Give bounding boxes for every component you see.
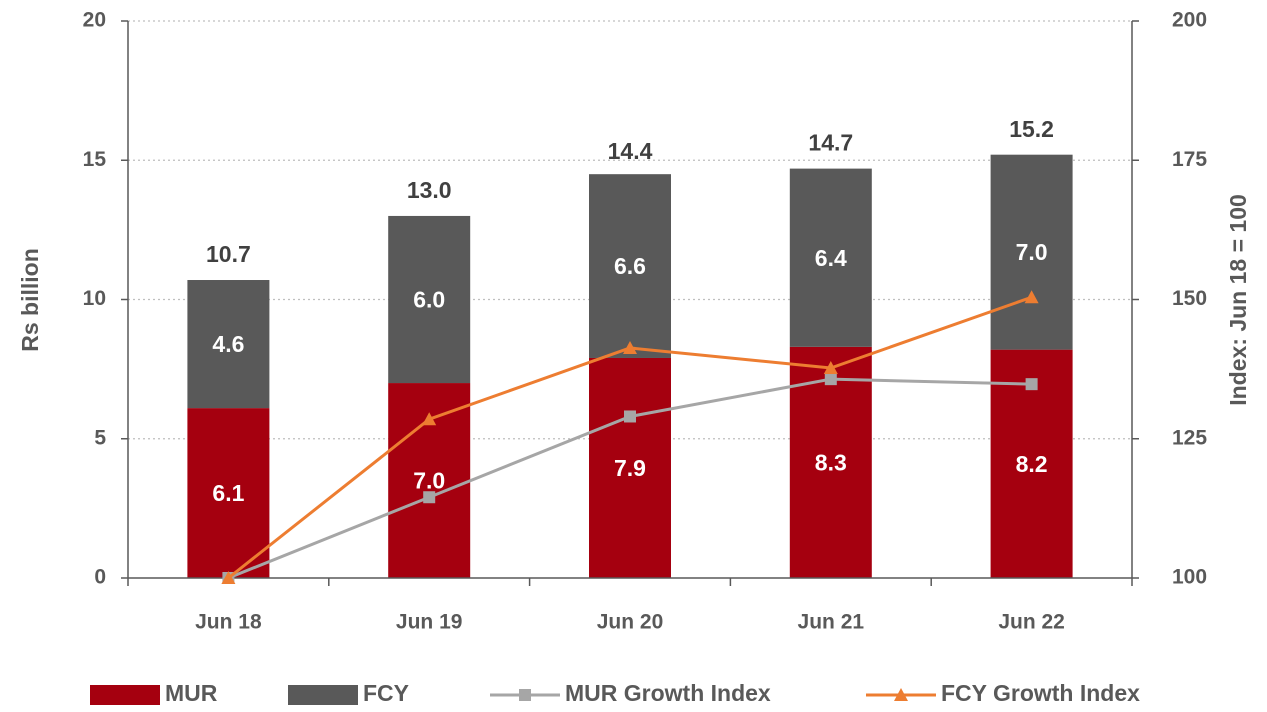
value-label: 7.9 (614, 455, 646, 481)
bar (789, 168, 872, 347)
value-label: 6.1 (212, 480, 244, 506)
marker (824, 373, 837, 386)
total-label: 13.0 (407, 177, 452, 203)
value-label: 6.6 (614, 253, 646, 279)
legend-swatch (90, 685, 160, 705)
marker (624, 410, 636, 423)
bar (990, 154, 1073, 350)
value-label: 6.0 (413, 287, 445, 313)
y2-tick-label: 100 (1172, 566, 1207, 589)
total-label: 15.2 (1009, 116, 1054, 142)
y-tick-label: 15 (83, 148, 107, 171)
x-tick-label: Jun 22 (998, 611, 1065, 634)
marker (823, 361, 838, 375)
value-label: 7.0 (413, 468, 445, 494)
total-label: 10.7 (206, 241, 251, 267)
legend-marker (519, 689, 531, 701)
y2-tick-label: 150 (1172, 287, 1207, 310)
y2-tick-label: 175 (1172, 148, 1207, 171)
marker (1024, 290, 1039, 304)
x-tick-label: Jun 20 (597, 611, 664, 634)
legend-label: MUR (165, 680, 218, 706)
marker (423, 491, 436, 504)
y2-tick-label: 125 (1172, 426, 1207, 449)
y2-tick-label: 200 (1172, 9, 1207, 32)
marker (422, 412, 437, 426)
legend-swatch (288, 685, 358, 705)
y2-axis-label: Index: Jun 18 = 100 (1225, 194, 1251, 406)
bar (589, 357, 671, 578)
y-tick-label: 0 (94, 566, 106, 589)
y-tick-label: 5 (94, 426, 106, 449)
bar (589, 174, 671, 358)
legend-label: FCY (363, 680, 409, 706)
legend-label: MUR Growth Index (565, 680, 771, 706)
value-label: 8.2 (1016, 451, 1048, 477)
bar (388, 215, 471, 384)
marker (1025, 378, 1038, 391)
legend-label: FCY Growth Index (941, 680, 1140, 706)
marker (623, 340, 637, 354)
value-label: 4.6 (212, 331, 244, 357)
bar (187, 408, 270, 578)
y-tick-label: 10 (83, 287, 106, 310)
marker (221, 571, 236, 584)
y-axis-label: Rs billion (17, 248, 43, 352)
total-label: 14.7 (808, 130, 853, 156)
value-label: 6.4 (815, 245, 847, 271)
x-tick-label: Jun 18 (195, 611, 262, 634)
total-label: 14.4 (608, 138, 653, 164)
x-tick-label: Jun 21 (798, 611, 865, 634)
bar (187, 280, 270, 409)
x-tick-label: Jun 19 (396, 611, 463, 634)
value-label: 7.0 (1016, 239, 1048, 265)
y-tick-label: 20 (83, 9, 106, 32)
value-label: 8.3 (815, 450, 847, 476)
legend-marker (894, 688, 908, 701)
